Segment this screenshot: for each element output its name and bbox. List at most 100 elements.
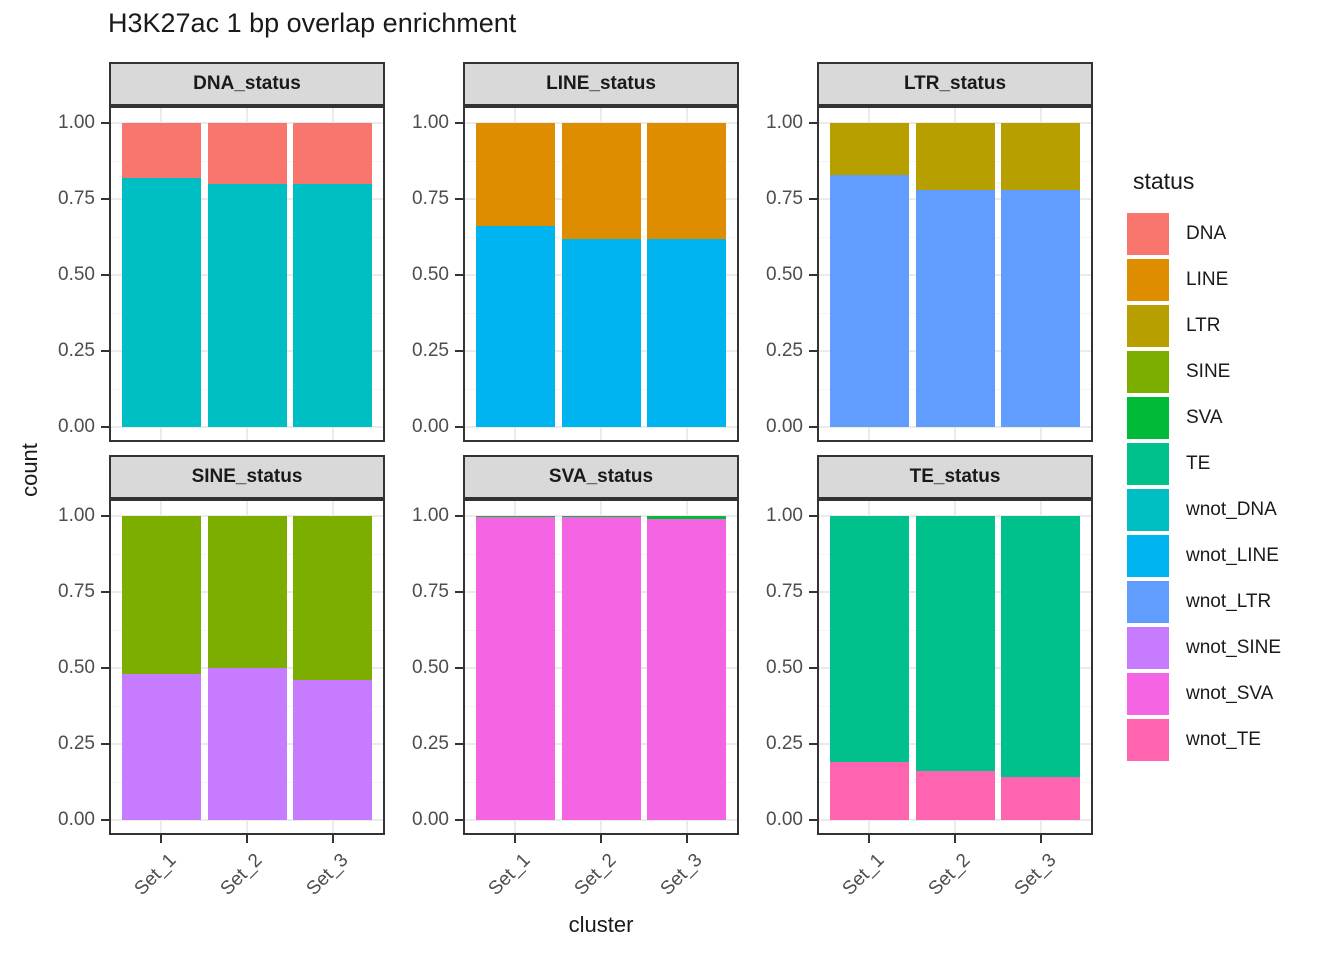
y-tick-label: 0.50 [766,657,803,678]
facet-strip-label-LTR_status: LTR_status [903,73,1007,94]
x-tick-mark [1039,835,1042,843]
bar-SVA_status-Set_3-wnot_SVA [647,519,727,820]
legend-item-wnot_TE: wnot_TE [1127,719,1342,761]
y-tick-label: 0.00 [412,416,449,437]
facet-strip-label-SINE_status: SINE_status [191,466,303,487]
y-tick-mark [455,426,463,428]
y-tick-label: 0.75 [58,581,95,602]
legend-key-swatch-DNA [1127,213,1169,255]
bar-SVA_status-Set_2-wnot_SVA [561,517,641,820]
y-tick-label: 0.25 [412,733,449,754]
legend: status DNA LINE LTR SINE SVA TE wnot_DNA wnot_L… [1127,168,1342,765]
x-tick-mark [600,835,602,843]
y-tick-label: 0.50 [412,264,449,285]
y-tick-mark [101,350,109,352]
y-tick-label: 0.25 [58,340,95,361]
chart-title: H3K27ac 1 bp overlap enrichment [108,8,517,38]
facet-strip-label-TE_status: TE_status [909,466,1001,487]
legend-key-swatch-wnot_SVA [1127,673,1169,715]
y-tick-mark [455,515,463,517]
y-tick-mark [455,591,463,593]
bar-LTR_status-Set_2-wnot_LTR [915,189,995,427]
legend-item-wnot_DNA: wnot_DNA [1127,489,1342,531]
x-tick-mark [868,835,871,843]
y-tick-label: 0.75 [412,188,449,209]
bar-SINE_status-Set_1-SINE [121,516,201,675]
bar-SVA_status-Set_1-wnot_SVA [475,517,555,820]
facet-strip-TE_status: TE_status [817,455,1093,499]
y-tick-label: 0.00 [766,809,803,830]
legend-title: status [1133,168,1195,194]
y-tick-label: 1.00 [412,112,449,133]
y-tick-mark [809,819,817,821]
legend-key-swatch-SVA [1127,397,1169,439]
bar-SVA_status-Set_3-SVA [647,516,727,520]
bar-SINE_status-Set_3-wnot_SINE [293,680,373,820]
legend-item-SVA: SVA [1127,397,1342,439]
facet-strip-DNA_status: DNA_status [109,62,385,106]
facet-strip-label-DNA_status: DNA_status [193,73,301,94]
y-tick-label: 0.25 [58,733,95,754]
bar-DNA_status-Set_2-wnot_DNA [207,183,287,427]
y-tick-label: 0.50 [58,657,95,678]
bar-DNA_status-Set_1-DNA [121,123,201,178]
bar-TE_status-Set_1-wnot_TE [829,762,909,820]
legend-label-wnot_TE: wnot_TE [1186,729,1261,750]
y-tick-label: 0.50 [412,657,449,678]
legend-key-swatch-wnot_LINE [1127,535,1169,577]
legend-label-wnot_LTR: wnot_LTR [1186,591,1272,612]
legend-label-SVA: SVA [1186,407,1223,428]
y-tick-label: 1.00 [58,112,95,133]
bar-SVA_status-Set_2-SVA [561,516,641,518]
facet-strip-SVA_status: SVA_status [463,455,739,499]
y-tick-mark [101,819,109,821]
y-tick-mark [455,350,463,352]
y-tick-mark [101,274,109,276]
bar-DNA_status-Set_3-wnot_DNA [293,183,373,427]
bar-LINE_status-Set_2-LINE [561,123,641,239]
legend-key-swatch-LINE [1127,259,1169,301]
legend-item-TE: TE [1127,443,1342,485]
y-tick-mark [809,122,817,124]
y-tick-label: 1.00 [766,112,803,133]
legend-label-LTR: LTR [1186,315,1221,336]
bar-DNA_status-Set_2-DNA [207,123,287,184]
y-tick-mark [101,591,109,593]
legend-key-swatch-SINE [1127,351,1169,393]
y-tick-mark [101,743,109,745]
legend-label-wnot_SVA: wnot_SVA [1186,683,1274,704]
y-tick-mark [809,426,817,428]
y-tick-label: 0.50 [58,264,95,285]
y-tick-label: 0.25 [766,733,803,754]
facet-panel-TE_status [817,499,1093,835]
facet-strip-label-SVA_status: SVA_status [548,466,654,487]
y-tick-mark [809,350,817,352]
x-tick-mark [246,835,248,843]
y-tick-label: 1.00 [58,505,95,526]
y-tick-label: 0.75 [58,188,95,209]
y-tick-mark [101,426,109,428]
bar-DNA_status-Set_3-DNA [293,123,373,184]
bar-LTR_status-Set_1-wnot_LTR [829,174,909,427]
x-tick-mark [514,835,517,843]
bar-LTR_status-Set_2-LTR [915,123,995,190]
bar-LINE_status-Set_1-wnot_LINE [475,226,555,427]
y-tick-label: 0.75 [766,581,803,602]
bar-SINE_status-Set_1-wnot_SINE [121,674,201,820]
legend-label-wnot_LINE: wnot_LINE [1186,545,1279,566]
facet-strip-LTR_status: LTR_status [817,62,1093,106]
legend-item-DNA: DNA [1127,213,1342,255]
y-tick-mark [809,274,817,276]
bar-TE_status-Set_2-TE [915,516,995,772]
y-tick-mark [101,667,109,669]
y-tick-label: 0.75 [766,188,803,209]
y-tick-mark [455,743,463,745]
y-tick-label: 0.00 [58,416,95,437]
facet-strip-label-LINE_status: LINE_status [546,73,656,94]
y-tick-mark [455,819,463,821]
x-tick-mark [954,835,956,843]
y-tick-label: 1.00 [766,505,803,526]
y-tick-label: 0.00 [412,809,449,830]
bar-SINE_status-Set_2-wnot_SINE [207,668,287,820]
